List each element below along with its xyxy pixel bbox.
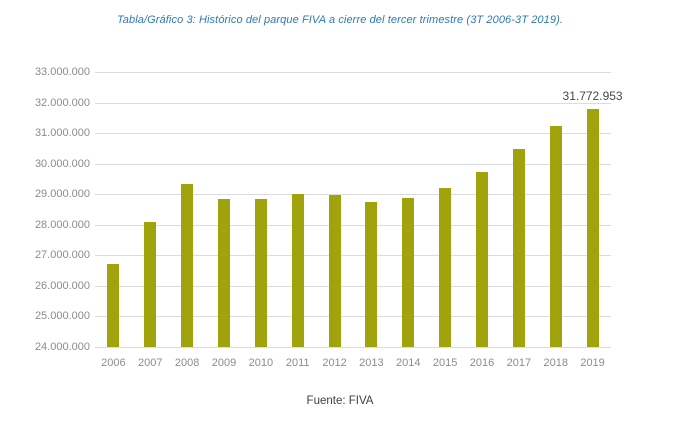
bar-2006 <box>107 263 120 347</box>
y-axis-tick-label: 25.000.000 <box>34 310 90 323</box>
x-axis-tick-label: 2012 <box>322 357 347 369</box>
bar-2007 <box>144 222 157 347</box>
x-axis-tick-label: 2006 <box>101 357 126 369</box>
y-axis: 24.000.000 25.000.000 26.000.000 27.000.000… <box>0 66 90 353</box>
source-caption: Fuente: FIVA <box>306 395 374 407</box>
x-axis-tick-label: 2008 <box>174 357 200 369</box>
gridline <box>95 347 611 348</box>
bar-2014 <box>402 197 415 347</box>
y-axis-tick-label: 32.000.000 <box>34 96 90 109</box>
x-axis-tick-label: 2014 <box>396 357 421 369</box>
bar-2015 <box>439 187 452 347</box>
x-axis-tick-label: 2010 <box>248 357 274 369</box>
x-axis-tick-label: 2007 <box>138 357 163 369</box>
x-axis-tick-label: 2015 <box>432 357 458 369</box>
plot-area: 31.772.953 <box>95 72 623 348</box>
y-axis-tick-label: 31.000.000 <box>34 127 90 140</box>
gridline <box>95 164 611 165</box>
x-axis: 2006 2007 2008 2009 2010 2011 2012 2013 2014 2015… <box>95 356 611 372</box>
gridline <box>95 255 611 256</box>
gridline <box>95 72 611 73</box>
bar-2009 <box>218 198 230 347</box>
gridline <box>95 316 611 317</box>
y-axis-tick-label: 27.000.000 <box>34 249 90 262</box>
x-axis-tick-label: 2018 <box>543 357 568 369</box>
bar-2018 <box>549 125 562 347</box>
x-axis-tick-label: 2013 <box>359 357 384 369</box>
x-axis-tick-label: 2009 <box>211 357 237 369</box>
bar-2013 <box>365 202 378 347</box>
bar-2019 <box>586 109 599 347</box>
bar-2016 <box>476 171 488 347</box>
gridline <box>95 225 611 226</box>
bar-2011 <box>291 194 304 347</box>
y-axis-tick-label: 29.000.000 <box>34 188 90 201</box>
bar-2012 <box>328 194 341 347</box>
y-axis-tick-label: 33.000.000 <box>34 66 90 78</box>
y-axis-tick-label: 28.000.000 <box>34 218 90 231</box>
bar-2010 <box>254 199 267 347</box>
gridline <box>95 286 611 287</box>
gridline <box>95 103 611 104</box>
x-axis-tick-label: 2019 <box>580 357 605 369</box>
x-axis-tick-label: 2016 <box>469 357 495 369</box>
gridline <box>95 194 611 195</box>
data-label-2019: 31.772.953 <box>562 89 623 104</box>
bar-2008 <box>181 184 194 347</box>
y-axis-tick-label: 24.000.000 <box>34 341 90 353</box>
y-axis-tick-label: 26.000.000 <box>34 279 90 292</box>
x-axis-tick-label: 2011 <box>285 357 310 369</box>
x-axis-tick-label: 2017 <box>506 357 532 369</box>
bar-2017 <box>512 149 525 347</box>
chart-title: Tabla/Gráfico 3: Histórico del parque FI… <box>116 14 564 26</box>
y-axis-tick-label: 30.000.000 <box>34 157 90 170</box>
gridline <box>95 133 611 134</box>
